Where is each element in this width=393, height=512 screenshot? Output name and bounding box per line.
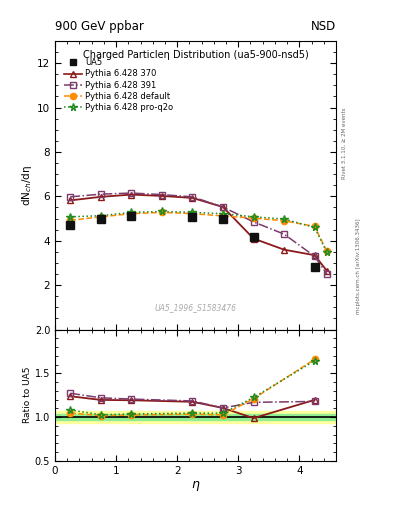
Text: Charged Particleη Distribution (ua5-900-nsd5): Charged Particleη Distribution (ua5-900-… xyxy=(83,50,309,59)
Text: 900 GeV ppbar: 900 GeV ppbar xyxy=(55,20,144,33)
Y-axis label: dN$_{ch}$/dη: dN$_{ch}$/dη xyxy=(20,165,34,206)
Bar xyxy=(55,414,336,420)
Text: UA5_1996_S1583476: UA5_1996_S1583476 xyxy=(154,303,237,312)
Bar xyxy=(55,411,336,423)
Text: Rivet 3.1.10, ≥ 2M events: Rivet 3.1.10, ≥ 2M events xyxy=(342,108,347,179)
Legend: UA5, Pythia 6.428 370, Pythia 6.428 391, Pythia 6.428 default, Pythia 6.428 pro-: UA5, Pythia 6.428 370, Pythia 6.428 391,… xyxy=(62,57,175,113)
Y-axis label: Ratio to UA5: Ratio to UA5 xyxy=(23,367,32,423)
Text: mcplots.cern.ch [arXiv:1306.3436]: mcplots.cern.ch [arXiv:1306.3436] xyxy=(356,219,361,314)
X-axis label: η: η xyxy=(191,478,200,492)
Text: NSD: NSD xyxy=(311,20,336,33)
